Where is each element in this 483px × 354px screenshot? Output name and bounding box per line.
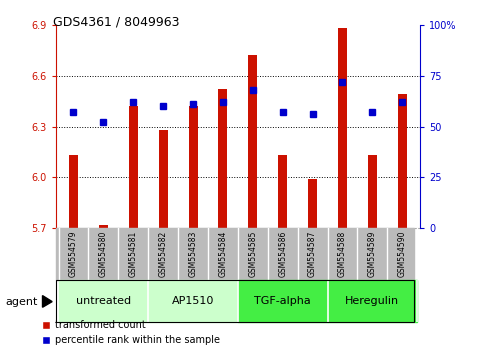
Text: GSM554579: GSM554579 (69, 231, 78, 278)
Bar (338, 28, 347, 228)
Text: GSM554584: GSM554584 (218, 231, 227, 277)
Bar (248, 55, 257, 228)
Text: GSM554590: GSM554590 (398, 231, 407, 278)
Bar (218, 89, 227, 228)
Bar (159, 130, 168, 228)
Bar (308, 179, 317, 228)
Text: GSM554585: GSM554585 (248, 231, 257, 277)
Bar (368, 155, 377, 228)
Bar (129, 106, 138, 228)
Bar (58, 280, 148, 322)
Text: GSM554588: GSM554588 (338, 231, 347, 277)
Text: GSM554580: GSM554580 (99, 231, 108, 277)
Legend: transformed count, percentile rank within the sample: transformed count, percentile rank withi… (39, 316, 224, 349)
Text: GSM554582: GSM554582 (158, 231, 168, 277)
Polygon shape (43, 296, 52, 307)
Text: GSM554586: GSM554586 (278, 231, 287, 277)
Text: GSM554587: GSM554587 (308, 231, 317, 277)
Bar (238, 280, 327, 322)
Bar (148, 280, 238, 322)
Text: GDS4361 / 8049963: GDS4361 / 8049963 (53, 16, 179, 29)
Text: GSM554581: GSM554581 (129, 231, 138, 277)
Text: Heregulin: Heregulin (345, 296, 399, 306)
Text: agent: agent (6, 297, 38, 307)
Text: untreated: untreated (76, 296, 131, 306)
Text: GSM554583: GSM554583 (188, 231, 198, 277)
Bar (188, 106, 198, 228)
Text: TGF-alpha: TGF-alpha (255, 296, 311, 306)
Bar (278, 155, 287, 228)
Bar (327, 280, 417, 322)
Text: GSM554589: GSM554589 (368, 231, 377, 277)
Text: AP1510: AP1510 (172, 296, 214, 306)
Bar (69, 155, 78, 228)
Bar (398, 94, 407, 228)
Bar (99, 225, 108, 228)
